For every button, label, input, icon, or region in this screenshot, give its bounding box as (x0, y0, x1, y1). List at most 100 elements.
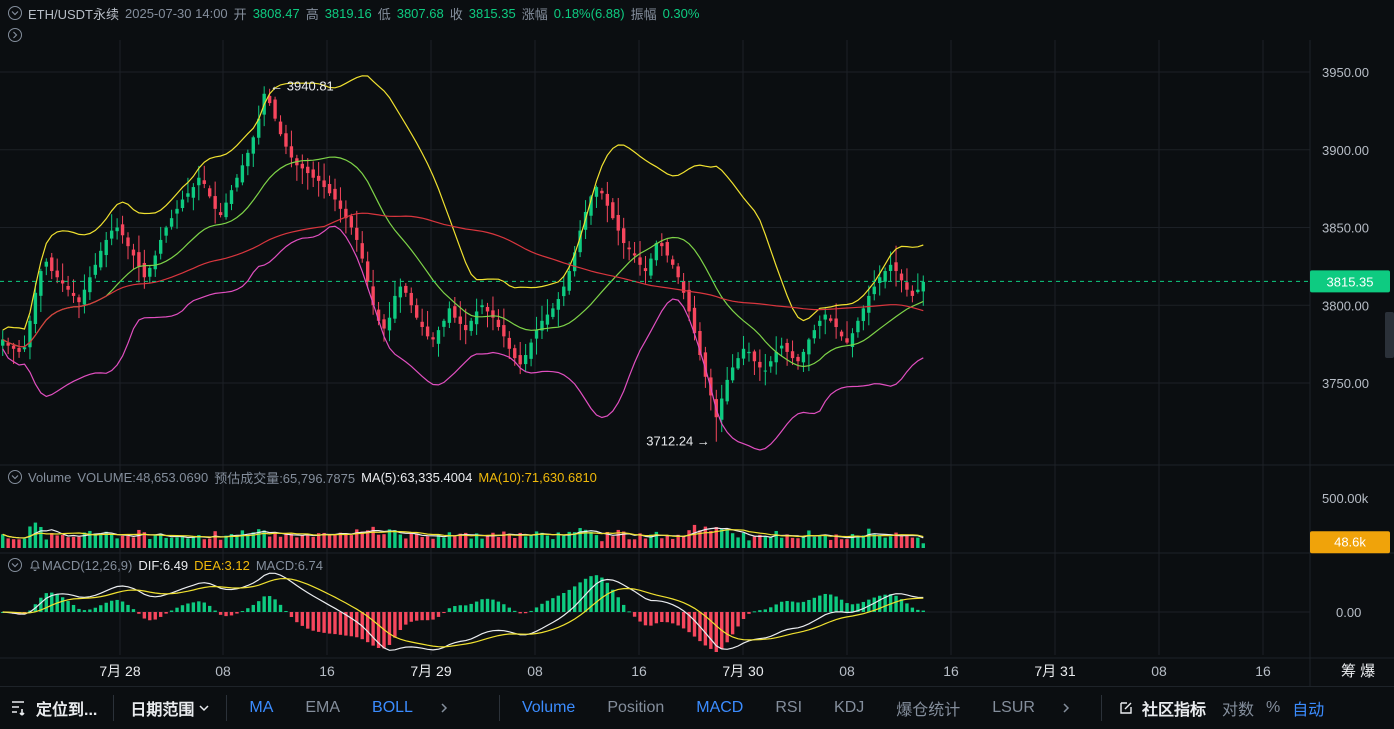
date-range-dropdown[interactable]: 日期范围 (120, 687, 220, 729)
candle-body (818, 320, 822, 326)
candle-body (872, 286, 876, 295)
indicator-volume-button[interactable]: Volume (521, 699, 576, 716)
volume-bar (224, 535, 228, 548)
expand-chevron-icon[interactable] (8, 28, 22, 42)
volume-bar (763, 536, 768, 548)
candle-body (115, 227, 119, 232)
log-scale-button[interactable]: 对数 (1221, 702, 1254, 719)
overlay-scroll-right-icon[interactable] (429, 687, 459, 729)
macd-bar (197, 601, 201, 612)
toolbar-divider (498, 695, 500, 721)
macd-bar (300, 612, 305, 626)
percent-scale-button[interactable]: % (1266, 699, 1281, 716)
macd-bar (355, 612, 359, 638)
indicator-macd-button[interactable]: MACD (696, 699, 744, 716)
indicator-position-button[interactable]: Position (607, 699, 665, 716)
volume-bar (431, 538, 435, 548)
volume-bar (496, 537, 501, 548)
macd-bar (474, 601, 479, 612)
locate-button[interactable]: 定位到... (0, 687, 107, 729)
volume-collapse-icon[interactable] (8, 470, 22, 484)
candle-body (861, 308, 866, 322)
volume-bar (137, 529, 141, 548)
volume-bar (180, 536, 185, 548)
candle-body (17, 347, 21, 352)
candle-body (562, 286, 566, 297)
volume-bar (480, 538, 484, 548)
candle-body (480, 305, 484, 308)
candle-body (850, 333, 855, 348)
volume-bar (273, 533, 277, 548)
chevron-down-icon (199, 705, 209, 712)
macd-bar (910, 607, 915, 612)
macd-bar (491, 599, 495, 612)
macd-bar (273, 599, 277, 612)
macd-bar (66, 600, 70, 612)
community-indicators-button[interactable]: 社区指标 (1108, 687, 1216, 729)
macd-bar (262, 596, 266, 612)
volume-bar (752, 536, 757, 548)
time-axis-tick: 7月 31 (1034, 663, 1075, 679)
volume-bar (197, 535, 201, 548)
candle-body (213, 196, 217, 209)
candle-body (180, 199, 185, 209)
indicator-liquidation-button[interactable]: 爆仓统计 (896, 702, 961, 719)
candle-datetime: 2025-07-30 14:00 (125, 5, 228, 21)
time-axis-tick: 08 (527, 663, 543, 679)
auto-scale-button[interactable]: 自动 (1292, 702, 1325, 719)
volume-bar (28, 526, 32, 548)
volume-bar (338, 532, 343, 548)
chart-canvas[interactable]: ← 3940.81 3712.24 → 3815.35 3950.00 3900.00 3… (0, 0, 1394, 686)
volume-bar (567, 531, 571, 548)
macd-bar (398, 612, 403, 631)
candle-body (785, 342, 789, 352)
volume-ma10-line (2, 529, 924, 539)
macd-collapse-icon[interactable] (8, 558, 22, 572)
macd-bar (736, 612, 740, 627)
candle-body (578, 230, 582, 253)
volume-bar (126, 535, 130, 548)
volume-bar (720, 528, 724, 548)
candle-body (627, 247, 631, 250)
macd-bar (872, 597, 876, 612)
indicator-kdj-button[interactable]: KDJ (834, 699, 865, 716)
candle-body (741, 348, 746, 359)
macd-histogram (1, 575, 925, 652)
bell-icon[interactable] (28, 558, 42, 572)
macd-bar (692, 612, 697, 637)
volume-bar (240, 530, 245, 548)
candle-body (828, 318, 833, 321)
candle-body (801, 351, 806, 363)
candle-body (169, 218, 174, 227)
overlay-ema-button[interactable]: EMA (305, 699, 341, 716)
candle-body (878, 277, 882, 284)
macd-bar (594, 575, 599, 612)
candle-body (267, 95, 272, 104)
macd-legend-macd: MACD:6.74 (255, 557, 324, 573)
toolbar-divider (1100, 695, 1102, 721)
macd-bar (93, 607, 98, 612)
overlay-boll-button[interactable]: BOLL (372, 699, 413, 716)
overlay-ma-button[interactable]: MA (249, 699, 274, 716)
candles (1, 86, 925, 442)
macd-bar (507, 607, 511, 612)
macd-bar (796, 602, 800, 612)
macd-bar (229, 612, 234, 616)
indicator-lsur-button[interactable]: LSUR (992, 699, 1035, 716)
volume-bar (502, 531, 506, 548)
macd-bar (191, 602, 196, 612)
volume-bar (665, 535, 669, 548)
high-value: 3819.16 (324, 5, 372, 21)
collapse-chevron-icon[interactable] (8, 6, 22, 20)
current-price-label: 3815.35 (1327, 274, 1374, 289)
indicator-rsi-button[interactable]: RSI (775, 699, 803, 716)
macd-bar (458, 605, 462, 612)
candle-body (322, 180, 326, 188)
macd-bar (818, 595, 822, 612)
candle-body (921, 281, 925, 292)
macd-bar (611, 589, 615, 612)
candle-body (769, 361, 773, 367)
macd-bar (823, 593, 827, 612)
macd-bar (774, 604, 778, 612)
indicator-scroll-right-icon[interactable] (1051, 687, 1081, 729)
